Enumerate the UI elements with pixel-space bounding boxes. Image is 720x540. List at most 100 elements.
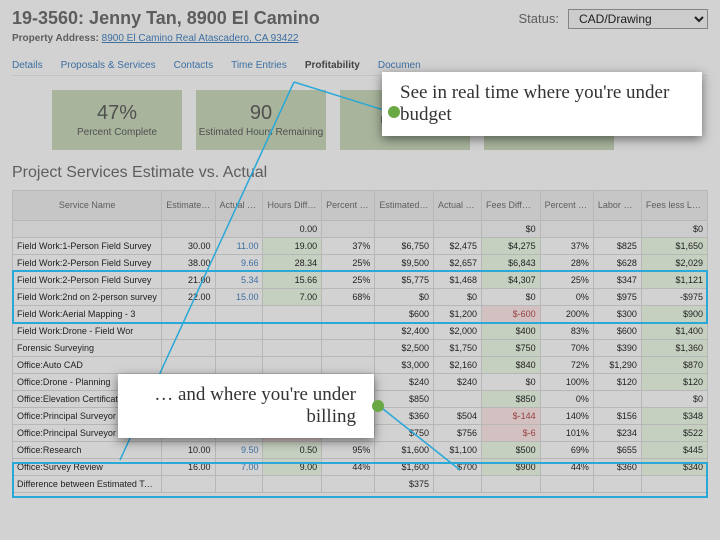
table-row: Difference between Estimated Tasks and S… (13, 476, 708, 493)
table-cell: $375 (375, 476, 434, 493)
table-cell (162, 306, 215, 323)
table-cell: $500 (481, 442, 540, 459)
table-cell (641, 476, 707, 493)
table-cell: $600 (593, 323, 641, 340)
table-cell: $600 (375, 306, 434, 323)
col-est-fees[interactable]: Estimated Fees (375, 191, 434, 221)
table-row: Field Work:1-Person Field Survey30.0011.… (13, 238, 708, 255)
table-row: Forensic Surveying$2,500$1,750$75070%$39… (13, 340, 708, 357)
table-cell (481, 476, 540, 493)
table-cell: Office:Survey Review (13, 459, 162, 476)
table-cell: $628 (593, 255, 641, 272)
table-cell (162, 221, 215, 238)
table-cell: 101% (540, 425, 593, 442)
tab-details[interactable]: Details (12, 60, 43, 71)
tab-documents[interactable]: Documen (378, 60, 421, 71)
table-row: Field Work:2nd on 2-person survey22.0015… (13, 289, 708, 306)
col-fees-diff[interactable]: Fees Difference (481, 191, 540, 221)
table-cell: $156 (593, 408, 641, 425)
table-cell: $0 (641, 391, 707, 408)
table-cell (322, 340, 375, 357)
table-cell: 7.00 (215, 459, 263, 476)
status-group: Status: CAD/Drawing (518, 9, 708, 29)
table-cell: 25% (322, 255, 375, 272)
col-est-hours[interactable]: Estimated Hours (162, 191, 215, 221)
table-cell: $0 (481, 289, 540, 306)
card-est-hours-remaining: 90 Estimated Hours Remaining (196, 90, 326, 150)
table-cell: 72% (540, 357, 593, 374)
table-cell: $655 (593, 442, 641, 459)
table-cell (13, 221, 162, 238)
table-cell: 25% (540, 272, 593, 289)
table-cell: Field Work:Drone - Field Wor (13, 323, 162, 340)
table-cell (593, 391, 641, 408)
table-cell: $340 (641, 459, 707, 476)
table-cell: Field Work:2nd on 2-person survey (13, 289, 162, 306)
table-cell: $6,843 (481, 255, 540, 272)
col-labor-cost[interactable]: Labor Cost (593, 191, 641, 221)
table-cell: $870 (641, 357, 707, 374)
table-cell: $2,657 (434, 255, 482, 272)
table-cell (263, 476, 322, 493)
table-cell: $840 (481, 357, 540, 374)
table-cell (162, 323, 215, 340)
table-cell: $9,500 (375, 255, 434, 272)
table-cell: $6,750 (375, 238, 434, 255)
card-percent-complete: 47% Percent Complete (52, 90, 182, 150)
table-cell: Field Work:1-Person Field Survey (13, 238, 162, 255)
table-row: Field Work:Aerial Mapping - 3$600$1,200$… (13, 306, 708, 323)
status-select[interactable]: CAD/Drawing (568, 9, 708, 29)
table-cell: 37% (540, 238, 593, 255)
table-cell: $120 (641, 374, 707, 391)
tab-time-entries[interactable]: Time Entries (231, 60, 287, 71)
table-cell: 15.00 (215, 289, 263, 306)
table-cell (322, 221, 375, 238)
table-row: Office:Survey Review16.007.009.0044%$1,6… (13, 459, 708, 476)
table-cell: $4,307 (481, 272, 540, 289)
table-header-row: Service Name Estimated Hours Actual Hour… (13, 191, 708, 221)
table-cell: $825 (593, 238, 641, 255)
table-cell: 9.50 (215, 442, 263, 459)
table-cell: $975 (593, 289, 641, 306)
table-cell: $240 (375, 374, 434, 391)
table-cell: $1,400 (641, 323, 707, 340)
table-cell (162, 340, 215, 357)
table-cell: 28.34 (263, 255, 322, 272)
table-cell: $4,275 (481, 238, 540, 255)
table-cell (540, 221, 593, 238)
table-cell: $1,290 (593, 357, 641, 374)
table-cell (263, 340, 322, 357)
table-cell: 100% (540, 374, 593, 391)
table-cell: Field Work:2-Person Field Survey (13, 272, 162, 289)
table-cell: $2,475 (434, 238, 482, 255)
table-cell: 21.00 (162, 272, 215, 289)
table-cell (593, 476, 641, 493)
property-address-link[interactable]: 8900 El Camino Real Atascadero, CA 93422 (102, 33, 299, 44)
table-cell: $390 (593, 340, 641, 357)
section-title: Project Services Estimate vs. Actual (12, 164, 708, 182)
property-address: Property Address: 8900 El Camino Real At… (12, 33, 708, 44)
table-cell: $445 (641, 442, 707, 459)
col-actual-hours[interactable]: Actual Hours (215, 191, 263, 221)
col-pct-budget-hours[interactable]: Percent of Budget (322, 191, 375, 221)
col-service-name[interactable]: Service Name (13, 191, 162, 221)
tab-contacts[interactable]: Contacts (174, 60, 213, 71)
table-cell (540, 476, 593, 493)
table-cell: $1,121 (641, 272, 707, 289)
table-cell: 44% (322, 459, 375, 476)
table-cell: $0 (481, 374, 540, 391)
tab-proposals[interactable]: Proposals & Services (61, 60, 156, 71)
callout-dot-icon (388, 106, 400, 118)
table-cell: $2,400 (375, 323, 434, 340)
col-hours-diff[interactable]: Hours Difference (263, 191, 322, 221)
table-cell: $2,029 (641, 255, 707, 272)
col-pct-budget-fees[interactable]: Percent of Budget (540, 191, 593, 221)
table-cell: $-144 (481, 408, 540, 425)
tab-profitability[interactable]: Profitability (305, 60, 360, 71)
col-fees-less-labor[interactable]: Fees less Labor Costs (641, 191, 707, 221)
table-cell: $347 (593, 272, 641, 289)
table-cell: $750 (481, 340, 540, 357)
col-actual-fees[interactable]: Actual Fees (434, 191, 482, 221)
table-cell: $900 (641, 306, 707, 323)
table-cell: 15.66 (263, 272, 322, 289)
